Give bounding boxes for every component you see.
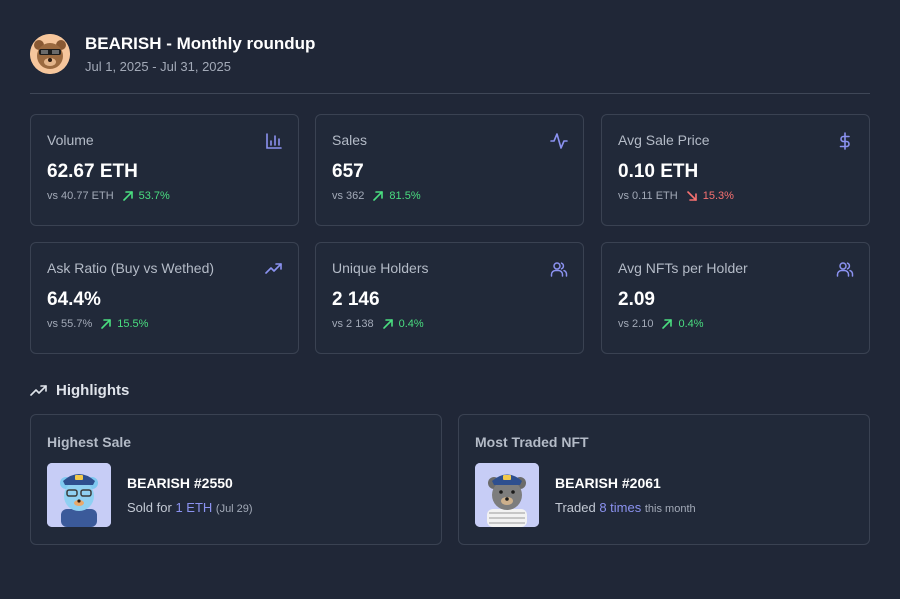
collection-avatar [30,34,70,74]
detail-prefix: Traded [555,499,596,515]
page-title: BEARISH - Monthly roundup [85,33,316,53]
stat-comparison: vs 2.10 0.4% [618,317,853,331]
previous-value: vs 362 [332,190,365,202]
change-percent: 81.5% [389,190,421,202]
stat-label: Avg Sale Price [618,132,710,148]
stat-value: 2.09 [618,289,655,310]
trade-count: 8 times [599,499,642,515]
trade-detail: Traded 8 times this month [555,500,696,517]
nft-thumbnail [475,463,539,527]
highlights-header: Highlights [30,380,129,400]
arrow-up-icon [382,319,393,329]
section-title: Highlights [56,381,130,399]
most-traded-card: Most Traded NFT BEARISH #2061 Traded [458,414,870,545]
stat-comparison: vs 55.7% 15.5% [47,317,282,331]
stat-label: Sales [332,132,368,148]
stat-card-sales: Sales 657 vs 362 81.5% [315,114,584,226]
stat-comparison: vs 0.11 ETH 15.3% [618,189,853,203]
stat-card-avg-sale-price: Avg Sale Price 0.10 ETH vs 0.11 ETH 15.3… [601,114,870,226]
stat-label: Ask Ratio (Buy vs Wethed) [47,260,215,276]
header-divider [30,93,870,94]
trending-up-icon [30,385,47,396]
change-percent: 53.7% [138,190,170,202]
sale-date: (Jul 29) [215,502,253,515]
stat-value: 0.10 ETH [618,161,699,182]
previous-value: vs 2 138 [332,318,374,330]
sale-amount: 1 ETH [175,499,213,515]
stat-value: 2 146 [332,289,380,310]
change-percent: 15.3% [702,190,734,202]
stat-label: Volume [47,132,94,148]
stat-card-volume: Volume 62.67 ETH vs 40.77 ETH 53.7% [30,114,299,226]
users-icon [836,262,854,277]
stat-value: 62.67 ETH [47,161,138,182]
detail-prefix: Sold for [127,499,172,515]
stat-card-ask-ratio: Ask Ratio (Buy vs Wethed) 64.4% vs 55.7%… [30,242,299,354]
stat-comparison: vs 362 81.5% [332,189,567,203]
previous-value: vs 40.77 ETH [47,190,114,202]
change-percent: 0.4% [678,318,704,330]
activity-icon [550,133,568,149]
date-range: Jul 1, 2025 - Jul 31, 2025 [85,58,231,74]
stat-card-unique-holders: Unique Holders 2 146 vs 2 138 0.4% [315,242,584,354]
stat-value: 657 [332,161,364,182]
stat-label: Unique Holders [332,260,429,276]
arrow-up-icon [101,319,112,329]
nft-name: BEARISH #2550 [127,474,233,491]
previous-value: vs 2.10 [618,318,654,330]
arrow-down-icon [686,191,697,201]
dollar-icon [839,132,850,150]
card-label: Highest Sale [47,434,132,450]
previous-value: vs 55.7% [47,318,93,330]
report-header: BEARISH - Monthly roundup Jul 1, 2025 - … [30,33,315,75]
nft-name: BEARISH #2061 [555,474,661,491]
bar-chart-icon [266,133,282,149]
arrow-up-icon [373,191,384,201]
previous-value: vs 0.11 ETH [618,190,678,202]
stat-value: 64.4% [47,289,101,310]
sale-detail: Sold for 1 ETH (Jul 29) [127,500,253,517]
stat-comparison: vs 2 138 0.4% [332,317,567,331]
change-percent: 15.5% [117,318,149,330]
card-label: Most Traded NFT [475,434,589,450]
trending-up-icon [265,263,282,274]
highest-sale-card: Highest Sale BEARISH #2550 Sold for 1 ET [30,414,442,545]
arrow-up-icon [662,319,673,329]
arrow-up-icon [122,191,133,201]
stat-card-avg-nfts-per-holder: Avg NFTs per Holder 2.09 vs 2.10 0.4% [601,242,870,354]
stat-label: Avg NFTs per Holder [618,260,748,276]
users-icon [550,262,568,277]
change-percent: 0.4% [398,318,424,330]
trade-period: this month [644,502,696,515]
nft-thumbnail [47,463,111,527]
stat-comparison: vs 40.77 ETH 53.7% [47,189,282,203]
